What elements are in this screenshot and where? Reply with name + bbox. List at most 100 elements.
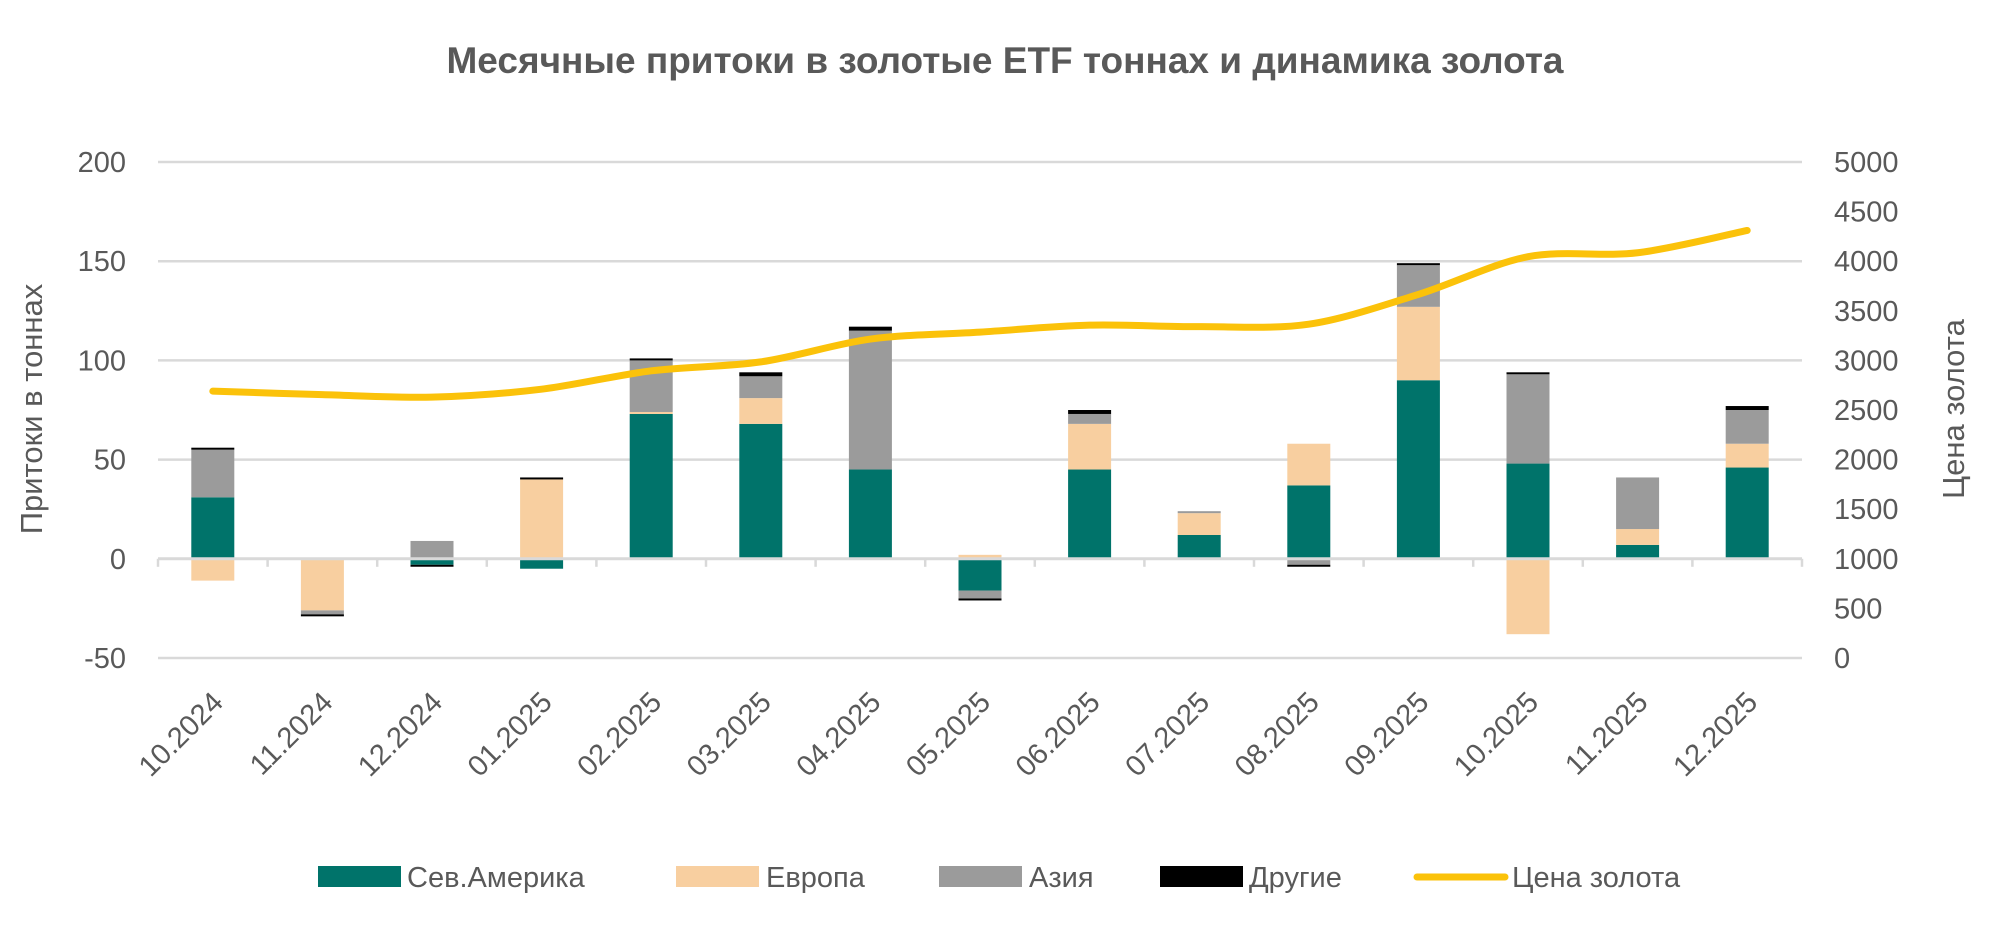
bar-другие-09.2025 (1396, 263, 1440, 266)
legend-label-европа: Европа (766, 862, 866, 894)
x-tick-label-01.2025: 01.2025 (462, 686, 559, 783)
bar-сев-америка-02.2025 (629, 413, 673, 559)
bar-сев-америка-10.2024 (191, 497, 235, 559)
y-right-tick-label: 2000 (1834, 445, 1899, 477)
x-tick-label-04.2025: 04.2025 (791, 686, 888, 783)
bar-европа-02.2025 (629, 411, 673, 414)
y-left-tick-label: 200 (78, 147, 126, 179)
bar-другие-10.2024 (191, 447, 235, 450)
legend-swatch-азия (939, 866, 1022, 887)
bar-европа-11.2024 (300, 558, 344, 611)
bar-европа-08.2025 (1287, 443, 1331, 486)
bar-азия-04.2025 (848, 330, 892, 470)
bar-европа-06.2025 (1068, 423, 1112, 470)
bar-европа-01.2025 (520, 479, 564, 559)
x-tick-label-09.2025: 09.2025 (1339, 686, 1436, 783)
x-tick-label-05.2025: 05.2025 (900, 686, 997, 783)
bar-другие-02.2025 (629, 358, 673, 361)
bar-другие-12.2025 (1725, 406, 1769, 410)
x-tick-label-11.2025: 11.2025 (1559, 686, 1654, 781)
legend-label-цена-золота: Цена золота (1512, 862, 1681, 894)
bar-азия-06.2025 (1068, 413, 1112, 424)
bar-азия-12.2025 (1725, 410, 1769, 444)
bar-азия-11.2024 (300, 610, 344, 615)
legend-swatch-сев-америка (318, 866, 401, 887)
legend-item-сев-америка: Сев.Америка (318, 862, 586, 894)
x-tick-label-11.2024: 11.2024 (244, 686, 339, 781)
bar-европа-10.2024 (191, 558, 235, 581)
legend-item-другие: Другие (1160, 862, 1342, 894)
x-tick-label-08.2025: 08.2025 (1229, 686, 1326, 783)
bar-другие-05.2025 (958, 598, 1002, 601)
legend-item-азия: Азия (939, 862, 1094, 894)
bar-другие-01.2025 (520, 477, 564, 480)
legend-swatch-другие (1160, 866, 1243, 887)
y-axis-right-title: Цена золота (1936, 318, 1971, 498)
series-line-цена-золота (209, 226, 1751, 401)
legend-swatch-европа (676, 866, 759, 887)
y-right-tick-label: 1000 (1834, 544, 1899, 576)
bar-другие-06.2025 (1068, 410, 1112, 414)
y-right-tick-label: 0 (1834, 643, 1850, 675)
y-right-tick-label: 5000 (1834, 147, 1899, 179)
bar-европа-10.2025 (1506, 558, 1550, 635)
legend-item-европа: Европа (676, 862, 866, 894)
x-tick-label-03.2025: 03.2025 (681, 686, 778, 783)
y-left-tick-label: 0 (110, 544, 126, 576)
y-axis-left-title: Притоки в тоннах (14, 283, 49, 534)
bar-азия-11.2025 (1616, 477, 1660, 530)
bar-сев-америка-08.2025 (1287, 485, 1331, 559)
chart-title: Месячные притоки в золотые ETF тоннах и … (446, 40, 1563, 81)
bar-сев-америка-06.2025 (1068, 469, 1112, 559)
bar-европа-07.2025 (1177, 513, 1221, 535)
bar-азия-10.2025 (1506, 374, 1550, 464)
bar-другие-11.2024 (300, 614, 344, 617)
bar-сев-америка-03.2025 (739, 423, 783, 559)
bar-сев-америка-12.2024 (410, 558, 454, 565)
bars-layer (191, 263, 1769, 635)
legend: Сев.Америка Европа Азия Другие Цена золота (318, 862, 1681, 894)
y-right-tick-label: 1500 (1834, 494, 1899, 526)
bar-азия-03.2025 (739, 376, 783, 399)
bar-европа-09.2025 (1396, 306, 1440, 381)
bar-сев-америка-04.2025 (848, 469, 892, 559)
y-right-tick-label: 3500 (1834, 296, 1899, 328)
bar-сев-америка-01.2025 (520, 558, 564, 569)
bar-европа-03.2025 (739, 398, 783, 424)
y-left-tick-label: 150 (78, 246, 126, 278)
y-right-tick-label: 2500 (1834, 395, 1899, 427)
bar-азия-08.2025 (1287, 558, 1331, 565)
bar-сев-америка-11.2025 (1616, 544, 1660, 559)
y-right-tick-label: 3000 (1834, 345, 1899, 377)
price-line-layer (209, 226, 1751, 401)
y-right-tick-label: 4500 (1834, 197, 1899, 229)
x-tick-label-07.2025: 07.2025 (1119, 686, 1216, 783)
bar-азия-10.2024 (191, 449, 235, 498)
bar-сев-америка-05.2025 (958, 558, 1002, 591)
y-left-tick-label: 50 (94, 445, 126, 477)
bar-другие-12.2024 (410, 564, 454, 567)
bar-европа-12.2025 (1725, 443, 1769, 468)
bar-другие-10.2025 (1506, 372, 1550, 375)
y-right-tick-label: 4000 (1834, 246, 1899, 278)
x-tick-label-12.2024: 12.2024 (352, 686, 449, 783)
y-left-tick-label: 100 (78, 345, 126, 377)
bar-сев-америка-09.2025 (1396, 380, 1440, 559)
x-tick-label-10.2024: 10.2024 (133, 686, 230, 783)
bar-сев-америка-12.2025 (1725, 467, 1769, 559)
legend-item-цена-золота: Цена золота (1413, 862, 1681, 894)
legend-label-сев-америка: Сев.Америка (407, 862, 586, 894)
x-tick-label-12.2025: 12.2025 (1667, 686, 1764, 783)
bar-сев-америка-07.2025 (1177, 534, 1221, 559)
bar-азия-05.2025 (958, 590, 1002, 599)
bar-европа-05.2025 (958, 554, 1002, 559)
bar-европа-11.2025 (1616, 529, 1660, 545)
bar-другие-08.2025 (1287, 564, 1331, 567)
x-tick-label-10.2025: 10.2025 (1448, 686, 1545, 783)
bar-азия-07.2025 (1177, 511, 1221, 514)
legend-label-другие: Другие (1249, 862, 1342, 894)
x-tick-label-02.2025: 02.2025 (571, 686, 668, 783)
axes: -500501001502000500100015002000250030003… (78, 147, 1899, 783)
bar-азия-12.2024 (410, 540, 454, 559)
